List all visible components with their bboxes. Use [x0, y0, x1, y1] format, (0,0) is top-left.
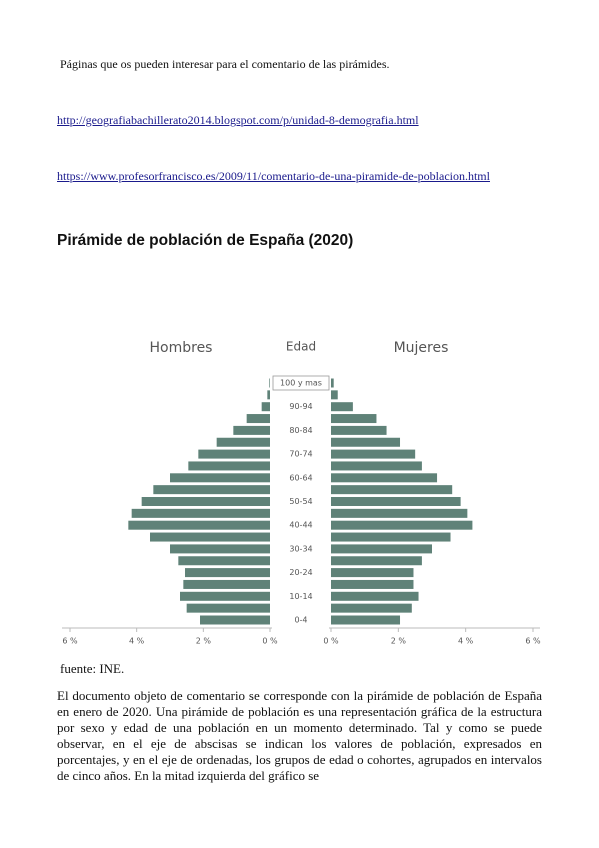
intro: Páginas que os pueden interesar para el …: [60, 57, 390, 71]
axis-title: Edad: [286, 340, 316, 354]
bar: [267, 390, 270, 400]
bar: [216, 437, 270, 447]
link[interactable]: http://geografiabachillerato2014.blogspo…: [57, 113, 419, 127]
bar: [331, 437, 401, 447]
x-tick-label: 6 %: [525, 637, 541, 646]
age-label: 30-34: [289, 544, 312, 553]
bar: [198, 449, 270, 459]
bar: [331, 603, 412, 613]
age-label: 90-94: [289, 402, 312, 411]
bar: [331, 473, 438, 483]
label-frame: [272, 375, 330, 391]
age-label: 100 y mas: [280, 379, 322, 388]
age-label: 70-74: [289, 450, 312, 459]
bar: [331, 425, 387, 435]
source: fuente: INE.: [60, 661, 125, 676]
bar: [331, 556, 422, 566]
bar: [331, 568, 414, 578]
bar: [150, 532, 270, 542]
x-tick-label: 0 %: [323, 637, 339, 646]
bar: [331, 402, 353, 412]
x-tick-label: 2 %: [391, 637, 407, 646]
bar: [180, 591, 270, 601]
bar: [331, 449, 416, 459]
x-tick-label: 4 %: [129, 637, 145, 646]
bar: [185, 568, 270, 578]
bar: [170, 544, 270, 554]
bar: [331, 615, 401, 625]
age-label: 20-24: [289, 568, 312, 577]
x-tick-label: 6 %: [62, 637, 78, 646]
x-tick-label: 2 %: [196, 637, 212, 646]
bar: [331, 414, 377, 424]
bar: [331, 497, 461, 506]
bar: [331, 485, 453, 495]
bar: [246, 414, 270, 424]
series-label: Hombres: [150, 340, 213, 356]
bar: [200, 615, 270, 625]
heading: Pirámide de población de España (2020): [57, 232, 354, 249]
bar: [269, 378, 270, 388]
bar: [131, 508, 270, 518]
bar: [331, 390, 338, 400]
x-tick-label: 0 %: [262, 637, 278, 646]
bar: [188, 461, 270, 471]
bar: [331, 520, 473, 530]
paragraph: El documento objeto de comentario se cor…: [57, 688, 542, 783]
age-label: 0-4: [294, 616, 307, 625]
population-pyramid: Hombres Edad Mujeres 0 % 0 % 2 % 2 % 4 % 4 % 6 % 6…: [62, 340, 541, 646]
bar: [331, 508, 468, 518]
age-label: 40-44: [289, 521, 312, 530]
bar: [331, 378, 334, 388]
bar: [331, 591, 419, 601]
bar: [331, 579, 414, 589]
bar: [331, 544, 432, 554]
bar: [128, 520, 270, 530]
age-label: 80-84: [289, 426, 312, 435]
bar: [261, 402, 270, 412]
age-label: 10-14: [289, 592, 312, 601]
bar: [170, 473, 270, 483]
bar: [331, 532, 451, 542]
age-label: 50-54: [289, 497, 312, 506]
x-tick-label: 4 %: [458, 637, 474, 646]
bar: [178, 556, 270, 566]
bar: [183, 579, 270, 589]
age-label: 60-64: [289, 473, 312, 482]
bar: [141, 497, 270, 506]
series-label: Mujeres: [394, 340, 449, 356]
bar: [233, 425, 270, 435]
bar: [331, 461, 422, 471]
bar: [186, 603, 270, 613]
bar: [153, 485, 270, 495]
link[interactable]: https://www.profesorfrancisco.es/2009/11…: [57, 169, 490, 183]
